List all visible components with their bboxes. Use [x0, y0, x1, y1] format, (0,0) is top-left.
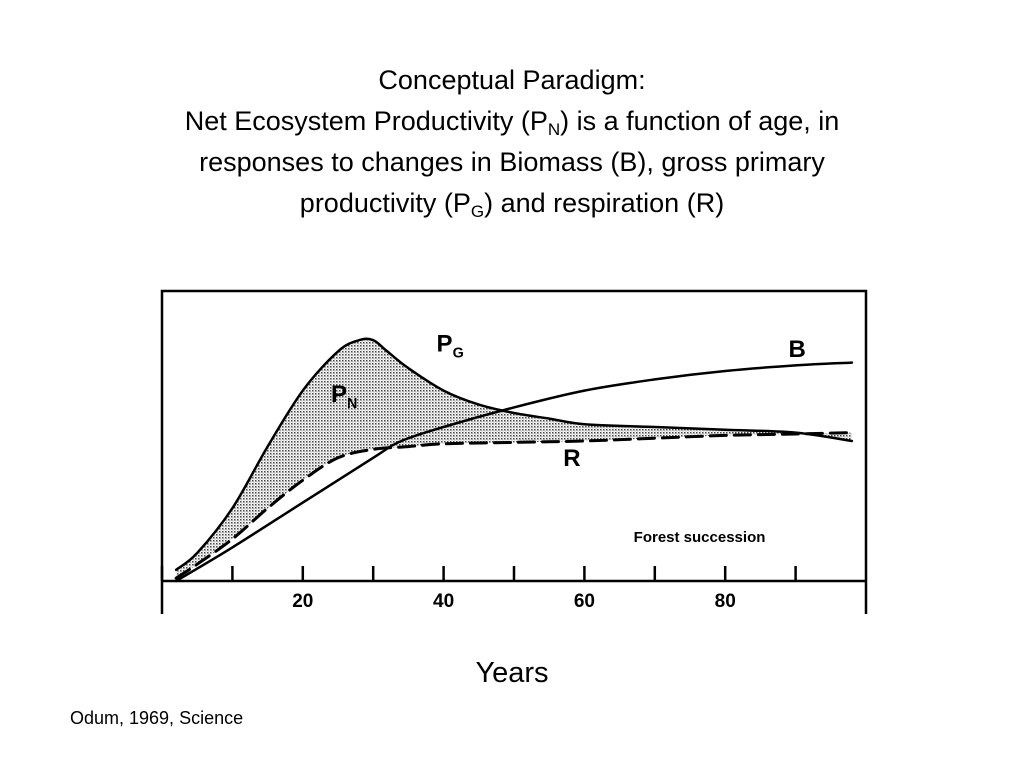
- series-label-pg: PG: [437, 330, 464, 361]
- series-line-r: [174, 431, 854, 580]
- shaded-region-label: PN: [331, 381, 357, 412]
- chart-annotation: Forest succession: [634, 529, 766, 546]
- series-line-pg: [174, 337, 854, 572]
- series-label-b: B: [789, 336, 806, 363]
- plot-frame: [160, 289, 868, 614]
- title-line-2: Net Ecosystem Productivity (PN) is a fun…: [184, 106, 840, 139]
- citation: Odum, 1969, Science: [70, 708, 244, 728]
- title-line-1: Conceptual Paradigm:: [378, 65, 646, 95]
- x-axis-title: Years: [475, 657, 549, 689]
- slide-title: Conceptual Paradigm: Net Ecosystem Produ…: [60, 60, 964, 224]
- net-productivity-area: [176, 338, 852, 579]
- x-tick-label: 80: [715, 591, 736, 612]
- series-label-r: R: [563, 445, 580, 472]
- title-line-4: productivity (PG) and respiration (R): [299, 188, 725, 221]
- x-tick-label: 60: [574, 591, 595, 612]
- series-line-b: [174, 361, 854, 583]
- x-tick-label: 20: [292, 591, 313, 612]
- x-tick-label: 40: [433, 591, 454, 612]
- title-line-3: responses to changes in Biomass (B), gro…: [199, 147, 825, 177]
